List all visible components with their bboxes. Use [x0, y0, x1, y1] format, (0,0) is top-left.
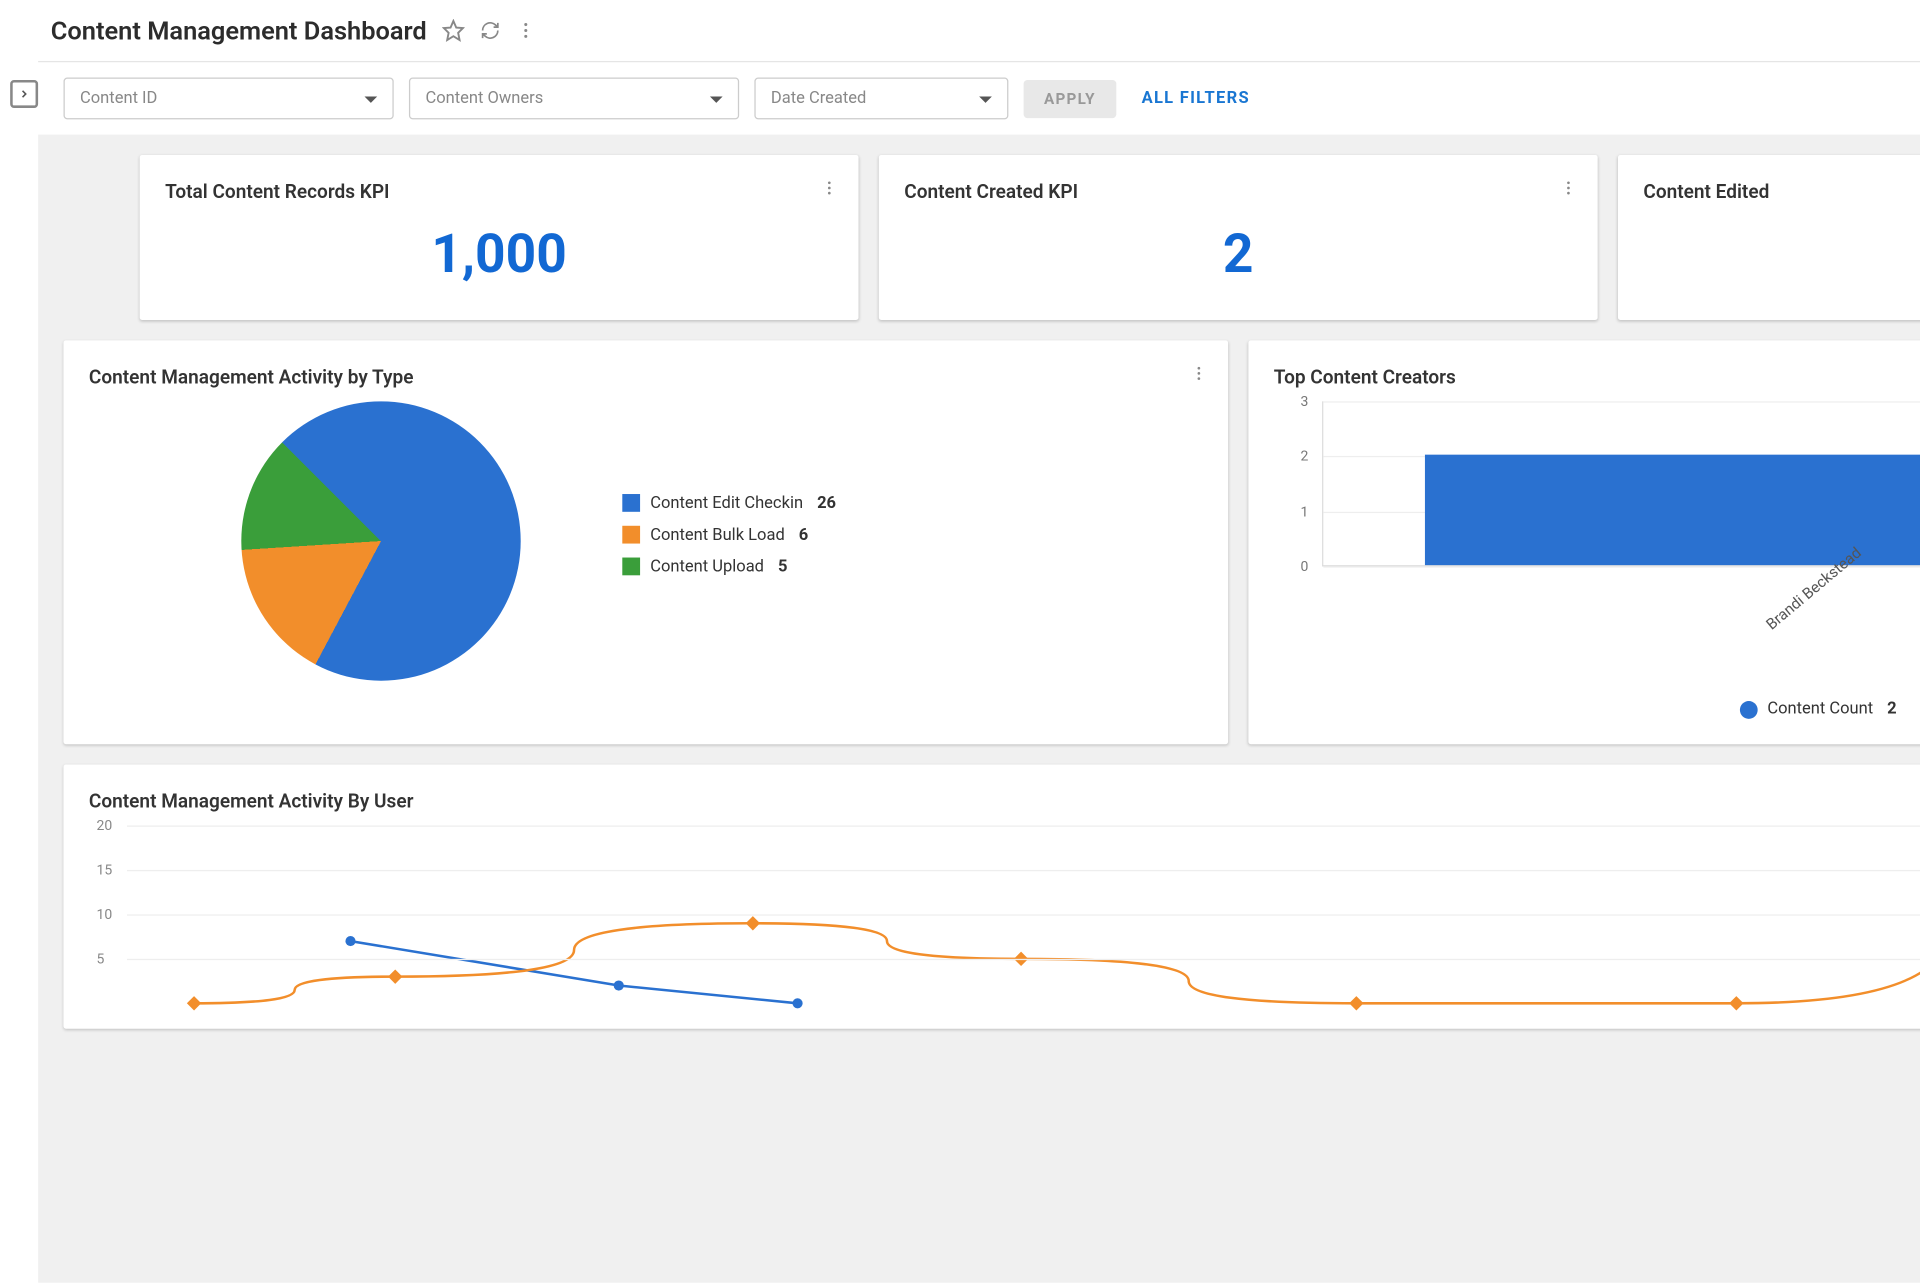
bar-wrap: 0123 Brandi Beckstead Content Count 2 — [1274, 389, 1920, 719]
legend-dot-icon — [1739, 700, 1757, 718]
card-menu-icon[interactable] — [1560, 178, 1578, 202]
kpi-total-records: Total Content Records KPI 1,000 — [140, 155, 859, 320]
legend-label: Content Upload — [650, 557, 764, 576]
legend-swatch-icon — [622, 558, 640, 576]
legend-item: Content Bulk Load 6 — [622, 525, 836, 544]
refresh-icon[interactable] — [480, 20, 500, 40]
card-title: Content Management Activity By User — [89, 790, 1920, 813]
gridline — [127, 870, 1920, 871]
kpi-value: 2 — [904, 224, 1572, 286]
header-left: Content Management Dashboard — [51, 15, 536, 45]
more-icon[interactable] — [516, 20, 536, 40]
legend-value: 6 — [799, 525, 808, 544]
page-header: Content Management Dashboard BACK TO ANA… — [38, 0, 1920, 62]
legend-swatch-icon — [622, 494, 640, 512]
bar-xlabels: Brandi Beckstead — [1322, 566, 1920, 630]
line-marker — [614, 980, 624, 990]
filter-date-created[interactable]: Date Created — [754, 77, 1008, 119]
chevron-down-icon — [364, 89, 377, 108]
card-title: Content Management Activity by Type — [89, 366, 1203, 389]
card-menu-icon[interactable] — [820, 178, 838, 202]
legend-value: 2 — [1887, 700, 1896, 719]
gridline — [127, 826, 1920, 827]
y-tick-label: 10 — [97, 906, 113, 923]
line-marker — [792, 998, 802, 1008]
chart-row: Content Management Activity by Type Cont… — [64, 340, 1920, 744]
bar-chart-card: Top Content Creators 0123 Brandi Beckste… — [1248, 340, 1920, 744]
card-title: Top Content Creators — [1274, 366, 1920, 389]
legend-swatch-icon — [622, 526, 640, 544]
line-marker — [1729, 996, 1743, 1010]
pie-chart-card: Content Management Activity by Type Cont… — [64, 340, 1229, 744]
filter-label: Date Created — [771, 89, 866, 108]
all-filters-link[interactable]: ALL FILTERS — [1142, 89, 1250, 108]
line-marker — [388, 969, 402, 983]
gridline — [127, 959, 1920, 960]
legend-label: Content Count — [1767, 700, 1873, 719]
line-chart-card: Content Management Activity By User 5101… — [64, 765, 1920, 1029]
kpi-content-edited: Content Edited 26 — [1618, 155, 1920, 320]
bar-chart: 0123 — [1322, 401, 1920, 566]
y-tick-label: 15 — [97, 862, 113, 879]
y-tick-label: 0 — [1300, 558, 1308, 575]
chevron-down-icon — [979, 89, 992, 108]
line-marker — [746, 916, 760, 930]
expand-toggle[interactable] — [10, 80, 38, 108]
legend-label: Content Edit Checkin — [650, 493, 803, 512]
chevron-down-icon — [710, 89, 723, 108]
pie-wrap: Content Edit Checkin 26 Content Bulk Load 6… — [89, 389, 1203, 681]
line-series — [194, 852, 1920, 1003]
kpi-value: 26 — [1643, 224, 1920, 286]
card-menu-icon[interactable] — [1190, 363, 1208, 387]
gridline — [127, 914, 1920, 915]
line-marker — [1349, 996, 1363, 1010]
filter-bar: Content ID Content Owners Date Created A… — [38, 62, 1920, 134]
gridline — [1323, 401, 1920, 402]
y-tick-label: 3 — [1300, 393, 1308, 410]
legend-item: Content Upload 5 — [622, 557, 836, 576]
line-marker — [345, 936, 355, 946]
filter-label: Content Owners — [425, 89, 543, 108]
card-title: Content Created KPI — [904, 180, 1572, 203]
line-marker — [187, 996, 201, 1010]
apply-button[interactable]: APPLY — [1024, 79, 1117, 117]
legend-value: 26 — [817, 493, 836, 512]
kpi-content-created: Content Created KPI 2 — [879, 155, 1598, 320]
filter-label: Content ID — [80, 89, 157, 108]
y-tick-label: 1 — [1300, 503, 1308, 520]
pie-chart — [241, 401, 520, 680]
star-icon[interactable] — [442, 19, 465, 42]
legend-label: Content Bulk Load — [650, 525, 785, 544]
y-tick-label: 5 — [97, 951, 105, 968]
filter-content-owners[interactable]: Content Owners — [409, 77, 739, 119]
kpi-row: Total Content Records KPI 1,000 Content … — [64, 155, 1920, 320]
filter-content-id[interactable]: Content ID — [64, 77, 394, 119]
y-tick-label: 20 — [97, 817, 113, 834]
line-chart: 5101520 — [127, 826, 1920, 1004]
kpi-value: 1,000 — [165, 224, 833, 286]
page-title: Content Management Dashboard — [51, 15, 427, 45]
bar-legend: Content Count 2 — [1299, 700, 1920, 719]
pie-legend: Content Edit Checkin 26 Content Bulk Load 6… — [622, 493, 836, 588]
y-tick-label: 2 — [1300, 448, 1308, 465]
card-title: Content Edited — [1643, 180, 1920, 203]
legend-item: Content Edit Checkin 26 — [622, 493, 836, 512]
content-area: Total Content Records KPI 1,000 Content … — [38, 135, 1920, 1283]
legend-value: 5 — [778, 557, 787, 576]
card-title: Total Content Records KPI — [165, 180, 833, 203]
